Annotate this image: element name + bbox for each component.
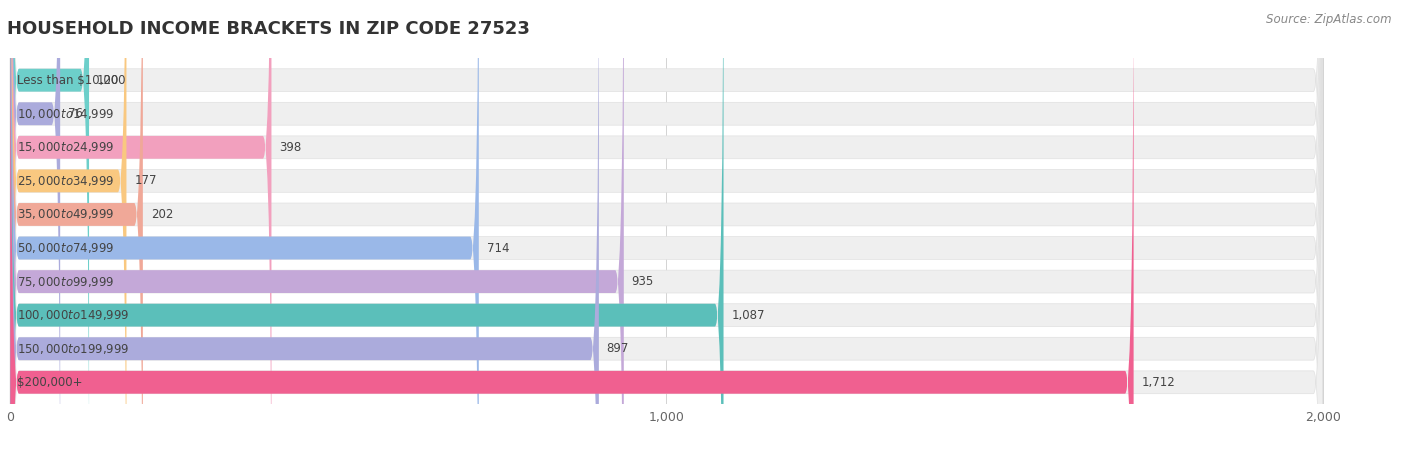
FancyBboxPatch shape [10,0,724,449]
FancyBboxPatch shape [10,0,1323,449]
Text: 120: 120 [97,74,120,87]
Text: 76: 76 [67,107,83,120]
Text: Source: ZipAtlas.com: Source: ZipAtlas.com [1267,13,1392,26]
FancyBboxPatch shape [10,0,127,449]
Text: 398: 398 [280,141,301,154]
FancyBboxPatch shape [10,0,89,449]
FancyBboxPatch shape [10,0,1323,449]
Text: $150,000 to $199,999: $150,000 to $199,999 [17,342,129,356]
Text: 177: 177 [135,174,157,187]
FancyBboxPatch shape [10,0,624,449]
FancyBboxPatch shape [10,0,1133,449]
FancyBboxPatch shape [10,0,1323,449]
FancyBboxPatch shape [10,0,60,449]
Text: $25,000 to $34,999: $25,000 to $34,999 [17,174,114,188]
Text: Less than $10,000: Less than $10,000 [17,74,125,87]
Text: $50,000 to $74,999: $50,000 to $74,999 [17,241,114,255]
Text: $15,000 to $24,999: $15,000 to $24,999 [17,141,114,154]
FancyBboxPatch shape [10,0,599,449]
FancyBboxPatch shape [10,0,479,449]
Text: $100,000 to $149,999: $100,000 to $149,999 [17,308,129,322]
FancyBboxPatch shape [10,0,271,449]
FancyBboxPatch shape [10,0,1323,449]
FancyBboxPatch shape [10,0,1323,449]
Text: $200,000+: $200,000+ [17,376,83,389]
FancyBboxPatch shape [10,0,1323,449]
Text: $10,000 to $14,999: $10,000 to $14,999 [17,107,114,121]
FancyBboxPatch shape [10,0,1323,449]
FancyBboxPatch shape [10,0,143,449]
FancyBboxPatch shape [10,0,1323,449]
Text: $35,000 to $49,999: $35,000 to $49,999 [17,207,114,221]
Text: $75,000 to $99,999: $75,000 to $99,999 [17,275,114,289]
Text: 1,712: 1,712 [1142,376,1175,389]
FancyBboxPatch shape [10,0,1323,449]
Text: 714: 714 [486,242,509,255]
Text: 935: 935 [631,275,654,288]
FancyBboxPatch shape [10,0,1323,449]
Text: HOUSEHOLD INCOME BRACKETS IN ZIP CODE 27523: HOUSEHOLD INCOME BRACKETS IN ZIP CODE 27… [7,20,530,38]
Text: 897: 897 [607,342,628,355]
Text: 202: 202 [150,208,173,221]
Text: 1,087: 1,087 [731,308,765,321]
